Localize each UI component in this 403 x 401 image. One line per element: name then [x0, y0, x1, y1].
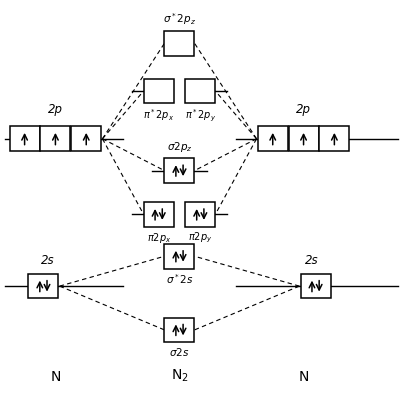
Bar	[319, 126, 349, 151]
Bar	[164, 158, 195, 183]
Bar	[301, 274, 330, 298]
Bar	[143, 79, 174, 103]
Bar	[164, 318, 195, 342]
Text: $\sigma^*2s$: $\sigma^*2s$	[166, 273, 193, 286]
Text: N$_2$: N$_2$	[170, 367, 188, 384]
Text: 2p: 2p	[296, 103, 311, 116]
Bar	[71, 126, 101, 151]
Bar	[10, 126, 39, 151]
Text: $\sigma^*2p_z$: $\sigma^*2p_z$	[163, 11, 196, 27]
Bar	[28, 274, 58, 298]
Bar	[289, 126, 318, 151]
Text: $\pi 2p_x$: $\pi 2p_x$	[147, 231, 171, 245]
Bar	[258, 126, 288, 151]
Text: 2s: 2s	[41, 253, 54, 267]
Bar	[143, 202, 174, 227]
Text: $\sigma 2s$: $\sigma 2s$	[169, 346, 190, 358]
Text: $\pi 2p_y$: $\pi 2p_y$	[188, 231, 212, 245]
Text: $\pi^*2p_x$: $\pi^*2p_x$	[143, 107, 174, 123]
Bar	[185, 202, 215, 227]
Bar	[185, 79, 215, 103]
Text: 2p: 2p	[48, 103, 63, 116]
Text: $\sigma 2p_z$: $\sigma 2p_z$	[166, 140, 192, 154]
Text: N: N	[50, 370, 60, 384]
Text: N: N	[298, 370, 309, 384]
Text: 2s: 2s	[305, 253, 318, 267]
Text: $\pi^*2p_y$: $\pi^*2p_y$	[185, 107, 216, 124]
Bar	[164, 244, 195, 269]
Bar	[40, 126, 71, 151]
Bar	[164, 31, 195, 56]
